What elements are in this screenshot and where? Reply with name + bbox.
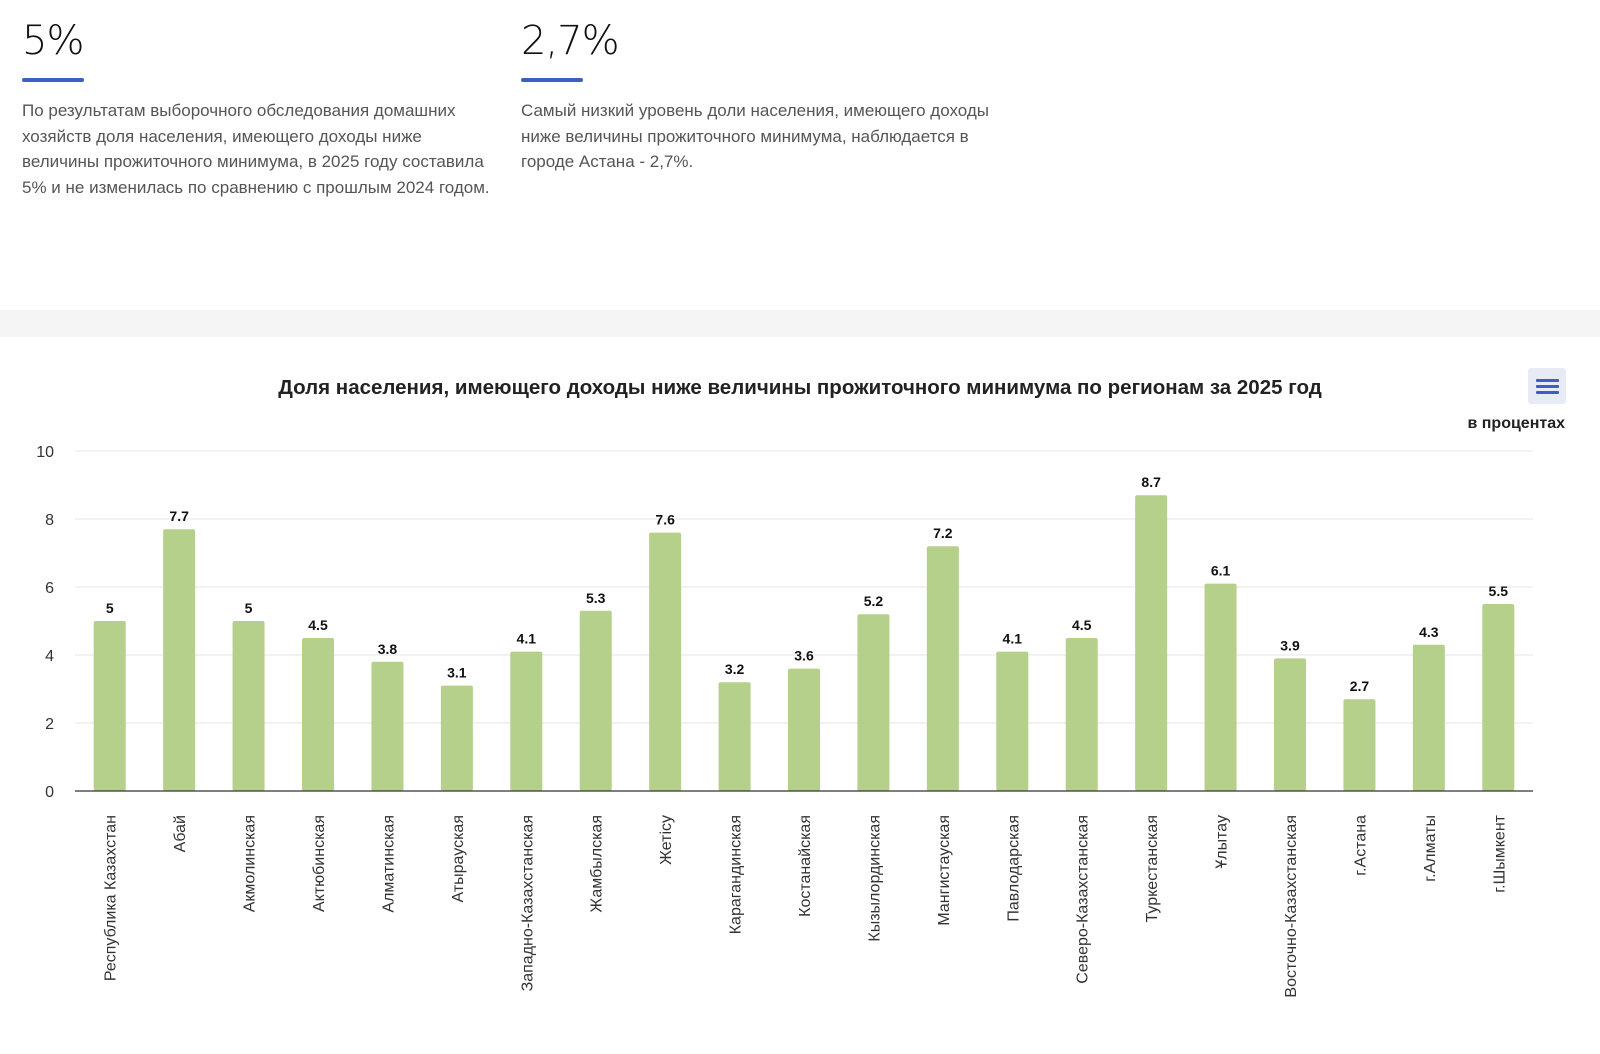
bar: [649, 532, 682, 791]
stat-underline: [22, 78, 84, 82]
x-tick-label: Жетісу: [658, 815, 675, 865]
data-label: 5.5: [1489, 583, 1509, 599]
x-tick-label: Северо-Казахстанская: [1075, 815, 1092, 984]
x-tick-label: Западно-Казахстанская: [519, 815, 536, 991]
y-tick-label: 8: [45, 512, 54, 529]
x-tick-label: Костанайская: [797, 815, 814, 917]
data-label: 4.5: [1072, 617, 1092, 633]
x-tick-label: Кызылординская: [866, 815, 883, 942]
bar: [163, 529, 196, 791]
section-divider: [0, 310, 1600, 337]
data-label: 3.8: [378, 641, 398, 657]
stat-text: Самый низкий уровень доли населения, име…: [521, 101, 989, 171]
bar: [579, 610, 612, 791]
x-tick-label: Мангистауская: [936, 815, 953, 926]
x-tick-label: Абай: [172, 815, 189, 852]
data-label: 3.2: [725, 661, 745, 677]
y-tick-label: 10: [36, 444, 54, 461]
bar: [1065, 638, 1098, 791]
chart-units: в процентах: [1467, 415, 1565, 432]
bar: [371, 661, 404, 791]
data-label: 5: [106, 600, 114, 616]
stat-value: 5%: [22, 18, 84, 64]
bar: [510, 651, 543, 791]
x-tick-label: Ұлытау: [1214, 815, 1231, 869]
bar: [1482, 604, 1515, 791]
x-tick-label: Туркестанская: [1144, 815, 1161, 922]
bar: [1274, 658, 1306, 791]
data-label: 4.1: [517, 631, 537, 647]
data-label: 5: [245, 600, 253, 616]
x-tick-label: Республика Казахстан: [103, 815, 120, 981]
bar: [1343, 699, 1376, 791]
data-label: 8.7: [1141, 474, 1161, 490]
data-label: 3.1: [447, 665, 467, 681]
x-tick-label: г.Шымкент: [1491, 814, 1508, 892]
x-tick-label: Актюбинская: [311, 815, 328, 912]
stat-astana: 2,7% Самый низкий уровень доли населения…: [521, 18, 1001, 175]
bar: [857, 614, 890, 791]
y-tick-label: 4: [45, 648, 54, 665]
chart-menu-button[interactable]: [1528, 368, 1566, 404]
x-tick-label: Акмолинская: [242, 815, 259, 912]
bar: [440, 685, 473, 791]
bar: [232, 621, 265, 791]
data-label: 4.1: [1003, 631, 1023, 647]
data-label: 4.3: [1419, 624, 1439, 640]
y-tick-label: 6: [45, 580, 54, 597]
x-tick-label: Жамбылская: [589, 815, 606, 913]
bar: [1412, 644, 1445, 791]
chart-title: Доля населения, имеющего доходы ниже вел…: [278, 376, 1322, 399]
data-label: 3.9: [1280, 637, 1300, 653]
x-tick-label: Алматинская: [380, 815, 397, 913]
bar: [1135, 495, 1168, 791]
x-tick-label: Атырауская: [450, 815, 467, 903]
bar: [718, 682, 751, 791]
x-tick-label: г.Алматы: [1422, 815, 1439, 882]
bar: [788, 668, 820, 791]
bar: [1204, 583, 1237, 791]
hamburger-icon: [1535, 378, 1559, 382]
bar: [926, 546, 959, 791]
bar: [93, 621, 126, 791]
y-tick-label: 2: [45, 716, 54, 733]
x-tick-label: Павлодарская: [1005, 815, 1022, 922]
stat-value: 2,7%: [521, 18, 620, 64]
data-label: 2.7: [1350, 678, 1370, 694]
x-tick-label: г.Астана: [1352, 815, 1369, 876]
data-label: 3.6: [794, 648, 814, 664]
y-tick-label: 0: [45, 784, 54, 801]
data-label: 7.6: [655, 512, 675, 528]
stat-underline: [521, 78, 583, 82]
data-label: 4.5: [308, 617, 328, 633]
data-label: 7.2: [933, 525, 953, 541]
data-label: 7.7: [169, 508, 189, 524]
bar: [302, 638, 334, 791]
x-tick-label: Восточно-Казахстанская: [1283, 815, 1300, 998]
x-tick-label: Карагандинская: [728, 815, 745, 934]
stat-national: 5% По результатам выборочного обследован…: [22, 18, 502, 200]
data-label: 5.2: [864, 593, 884, 609]
data-label: 6.1: [1211, 563, 1231, 579]
bar: [996, 651, 1029, 791]
data-label: 5.3: [586, 590, 606, 606]
stat-text: По результатам выборочного обследования …: [22, 101, 490, 197]
